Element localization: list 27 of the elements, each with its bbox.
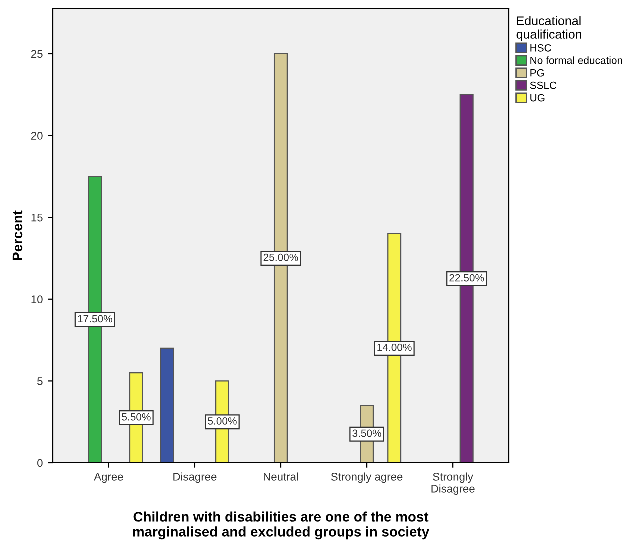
legend-label: PG: [530, 69, 544, 77]
x-axis-title: Children with disabilities are one of the most marginalised and excluded groups in society: [133, 512, 430, 540]
x-tick-label: Agree: [94, 473, 124, 484]
y-axis-title: Percent: [12, 210, 23, 261]
y-tick-label: 10: [32, 296, 43, 304]
legend-label: No formal education: [530, 56, 622, 64]
legend-label: SSLC: [530, 82, 557, 90]
y-tick-label: 15: [32, 214, 43, 222]
data-label: 3.50%: [352, 430, 382, 438]
y-tick-label: 25: [31, 50, 43, 58]
data-label: 5.00%: [208, 418, 237, 425]
legend-title: Educational qualification: [516, 16, 582, 42]
x-tick-label: Neutral: [264, 472, 298, 481]
x-tick-label: Strongly Disagree: [432, 472, 475, 496]
data-label: 17.50%: [78, 315, 112, 323]
y-tick-label: 0: [38, 459, 43, 468]
x-tick-label: Disagree: [174, 472, 217, 484]
data-label: 25.00%: [264, 254, 298, 262]
data-label: 14.00%: [378, 344, 412, 352]
legend-label: UG: [530, 94, 545, 102]
x-tick-label: Strongly agree: [331, 472, 403, 484]
data-label: 5.50%: [122, 413, 151, 421]
y-tick-label: 20: [31, 132, 43, 140]
legend-label: HSC: [530, 44, 552, 52]
data-label: 22.50%: [450, 274, 484, 282]
bar: [160, 348, 174, 463]
y-tick-label: 5: [38, 378, 43, 386]
